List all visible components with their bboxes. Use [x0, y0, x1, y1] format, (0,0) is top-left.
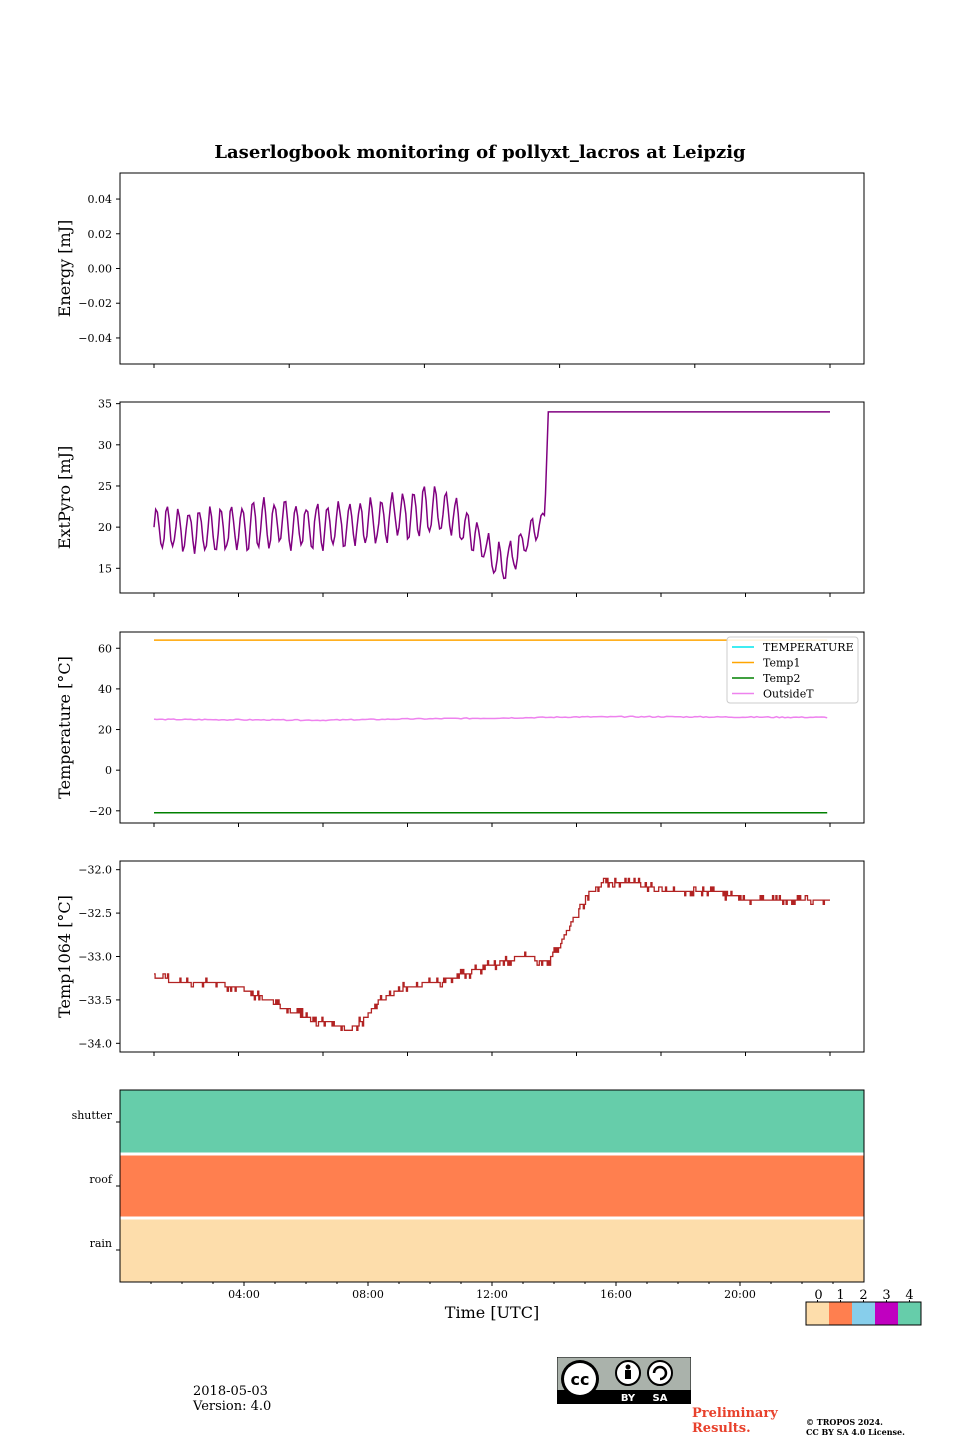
xtick-label: 04:00 — [228, 1288, 260, 1301]
colorbar-swatch-0 — [806, 1302, 829, 1325]
legend-label-temp1: Temp1 — [763, 657, 800, 670]
ytick-label-energy: 0.02 — [88, 228, 113, 241]
by-person-icon — [625, 1364, 631, 1370]
legend-box — [726, 636, 859, 704]
ytick-label-energy: −0.04 — [78, 332, 112, 345]
colorbar-tick-label: 4 — [905, 1288, 913, 1303]
ylabel-temperature: Temperature [°C] — [55, 656, 74, 799]
colorbar-frame — [805, 1301, 922, 1326]
series-line-temp1064 — [154, 877, 830, 1031]
series-line-outsidet — [153, 715, 828, 722]
ytick-label-extpyro: 15 — [98, 562, 112, 575]
ytick-label-temperature: −20 — [89, 805, 112, 818]
ytick-label-temp1064: −32.5 — [78, 907, 112, 920]
colorbar-swatch-4 — [898, 1302, 921, 1325]
ytick-label-shutter: shutter — [72, 1109, 113, 1122]
sa-arrow-icon — [652, 1365, 668, 1381]
status-row-roof — [120, 1154, 864, 1218]
colorbar-tick-label: 1 — [836, 1288, 844, 1303]
xtick-label: 16:00 — [600, 1288, 632, 1301]
xtick-label: 12:00 — [476, 1288, 508, 1301]
axes-frame-energy — [119, 172, 865, 365]
ytick-label-energy: −0.02 — [78, 297, 112, 310]
ytick-label-temp1064: −32.0 — [78, 864, 112, 877]
date-label: 2018-05-03 — [193, 1384, 268, 1399]
ytick-label-roof: roof — [89, 1173, 113, 1186]
ytick-label-extpyro: 30 — [98, 439, 112, 452]
colorbar-tick-label: 2 — [859, 1288, 867, 1303]
series-line-extpyro — [153, 411, 830, 580]
copyright-line2: CC BY SA 4.0 License. — [806, 1427, 905, 1437]
cc-license-badge: cc BY SA — [557, 1357, 691, 1404]
ytick-label-temp1064: −34.0 — [78, 1037, 112, 1050]
xtick-label: 08:00 — [352, 1288, 384, 1301]
preliminary-line1: Preliminary — [692, 1406, 778, 1421]
figure-title: Laserlogbook monitoring of pollyxt_lacro… — [214, 142, 746, 163]
colorbar-swatch-3 — [875, 1302, 898, 1325]
colorbar-swatch-2 — [852, 1302, 875, 1325]
colorbar-swatch-1 — [829, 1302, 852, 1325]
ytick-label-energy: 0.04 — [88, 193, 113, 206]
preliminary-line2: Results. — [692, 1421, 751, 1436]
legend-label-temp2: Temp2 — [763, 672, 800, 685]
ytick-label-extpyro: 20 — [98, 521, 112, 534]
legend-label-temperature: TEMPERATURE — [763, 641, 854, 654]
ytick-label-rain: rain — [90, 1237, 112, 1250]
legend-label-outsidet: OutsideT — [763, 688, 814, 701]
axes-frame-temp1064 — [119, 860, 865, 1053]
ytick-label-temp1064: −33.5 — [78, 994, 112, 1007]
xtick-label: 20:00 — [724, 1288, 756, 1301]
ylabel-extpyro: ExtPyro [mJ] — [55, 446, 74, 549]
status-row-shutter — [120, 1090, 864, 1154]
ytick-label-extpyro: 25 — [98, 480, 112, 493]
xlabel: Time [UTC] — [445, 1303, 539, 1322]
cc-text: cc — [571, 1370, 590, 1389]
sa-text: SA — [653, 1393, 668, 1404]
ytick-label-temperature: 60 — [98, 642, 112, 655]
version-label: Version: 4.0 — [193, 1399, 272, 1414]
ytick-label-temperature: 40 — [98, 683, 112, 696]
ylabel-temp1064: Temp1064 [°C] — [55, 895, 74, 1018]
ytick-label-energy: 0.00 — [88, 263, 113, 276]
ytick-label-extpyro: 35 — [98, 398, 112, 411]
colorbar-tick-label: 3 — [882, 1288, 890, 1303]
ytick-label-temperature: 0 — [105, 764, 112, 777]
colorbar-tick-label: 0 — [814, 1288, 822, 1303]
ytick-label-temp1064: −33.0 — [78, 951, 112, 964]
ylabel-energy: Energy [mJ] — [55, 220, 74, 318]
ytick-label-temperature: 20 — [98, 724, 112, 737]
status-row-rain — [120, 1218, 864, 1282]
copyright-line1: © TROPOS 2024. — [806, 1417, 883, 1427]
by-text: BY — [621, 1393, 636, 1404]
